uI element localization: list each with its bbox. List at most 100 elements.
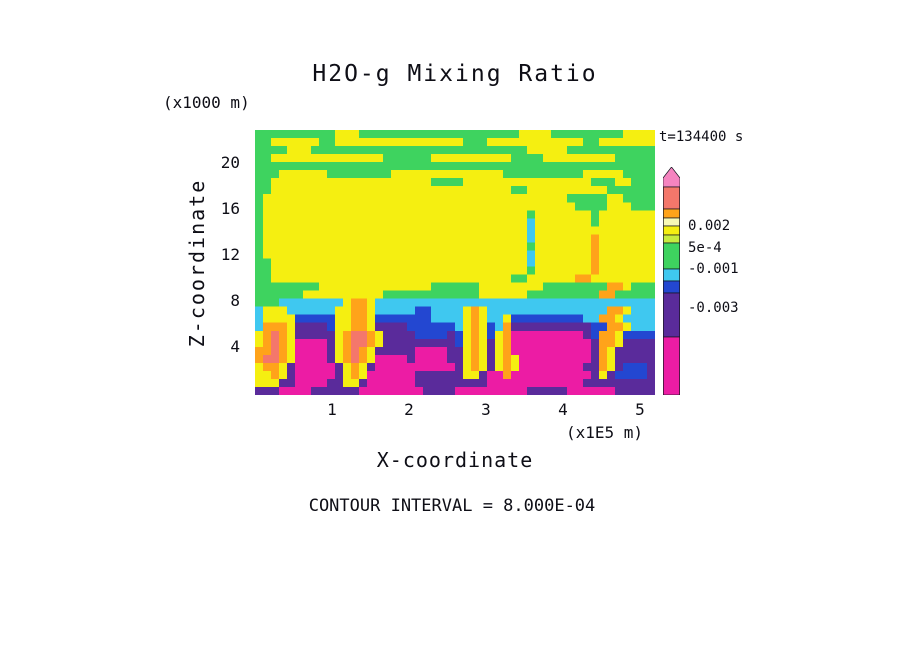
contour-cell [615, 370, 624, 380]
contour-cell [471, 194, 480, 203]
contour-cell [287, 202, 296, 211]
contour-cell [423, 146, 432, 155]
contour-cell [607, 178, 616, 187]
contour-cell [551, 170, 560, 179]
contour-cell [399, 226, 408, 235]
contour-cell [583, 290, 592, 300]
contour-cell [407, 194, 416, 203]
contour-cell [431, 314, 440, 324]
contour-cell [503, 234, 512, 243]
contour-cell [423, 314, 432, 324]
contour-cell [391, 170, 400, 179]
contour-cell [399, 130, 408, 139]
contour-cell [607, 146, 616, 155]
contour-cell [343, 322, 352, 332]
contour-cell [607, 306, 616, 316]
contour-cell [383, 202, 392, 211]
contour-cell [535, 186, 544, 195]
contour-cell [287, 138, 296, 147]
contour-cell [335, 226, 344, 235]
contour-cell [423, 258, 432, 267]
contour-cell [511, 378, 520, 388]
contour-cell [455, 178, 464, 187]
contour-cell [583, 362, 592, 372]
contour-cell [503, 250, 512, 259]
contour-cell [463, 210, 472, 219]
contour-cell [415, 178, 424, 187]
contour-cell [367, 202, 376, 211]
contour-cell [383, 226, 392, 235]
contour-cell [647, 146, 655, 155]
contour-cell [535, 298, 544, 308]
contour-cell [503, 258, 512, 267]
contour-cell [351, 306, 360, 316]
contour-cell [415, 354, 424, 364]
x-tick-3: 3 [481, 400, 491, 419]
contour-cell [343, 202, 352, 211]
contour-cell [335, 298, 344, 308]
contour-cell [455, 202, 464, 211]
contour-cell [407, 290, 416, 300]
contour-cell [527, 266, 536, 276]
contour-cell [263, 346, 272, 356]
contour-cell [591, 266, 600, 276]
contour-cell [431, 250, 440, 259]
contour-cell [487, 322, 496, 332]
contour-cell [647, 330, 655, 340]
contour-cell [495, 306, 504, 316]
contour-cell [391, 210, 400, 219]
contour-cell [607, 258, 616, 267]
contour-cell [263, 154, 272, 163]
contour-cell [479, 290, 488, 300]
contour-cell [575, 338, 584, 348]
contour-cell [327, 194, 336, 203]
contour-cell [511, 362, 520, 372]
contour-cell [455, 226, 464, 235]
contour-cell [311, 338, 320, 348]
contour-cell [447, 322, 456, 332]
contour-cell [479, 138, 488, 147]
contour-cell [591, 386, 600, 395]
contour-cell [399, 274, 408, 284]
contour-cell [263, 242, 272, 251]
contour-cell [607, 194, 616, 203]
contour-cell [615, 346, 624, 356]
contour-cell [447, 226, 456, 235]
contour-cell [543, 314, 552, 324]
contour-cell [343, 386, 352, 395]
contour-cell [399, 298, 408, 308]
contour-cell [439, 306, 448, 316]
contour-cell [623, 298, 632, 308]
contour-cell [383, 370, 392, 380]
contour-cell [519, 290, 528, 300]
contour-cell [407, 282, 416, 292]
contour-cell [423, 210, 432, 219]
contour-cell [559, 194, 568, 203]
contour-cell [575, 346, 584, 356]
contour-cell [263, 162, 272, 171]
contour-cell [503, 242, 512, 251]
contour-cell [271, 154, 280, 163]
contour-cell [463, 386, 472, 395]
contour-cell [335, 162, 344, 171]
contour-cell [527, 274, 536, 284]
contour-cell [375, 354, 384, 364]
contour-cell [303, 242, 312, 251]
contour-cell [535, 370, 544, 380]
contour-cell [255, 146, 264, 155]
contour-cell [407, 138, 416, 147]
contour-cell [335, 202, 344, 211]
contour-cell [367, 378, 376, 388]
contour-cell [599, 162, 608, 171]
contour-cell [583, 282, 592, 292]
contour-cell [391, 146, 400, 155]
contour-cell [423, 298, 432, 308]
contour-cell [439, 330, 448, 340]
contour-cell [327, 210, 336, 219]
contour-cell [335, 322, 344, 332]
contour-cell [399, 354, 408, 364]
contour-cell [391, 378, 400, 388]
contour-cell [335, 370, 344, 380]
contour-cell [423, 130, 432, 139]
contour-cell [319, 250, 328, 259]
